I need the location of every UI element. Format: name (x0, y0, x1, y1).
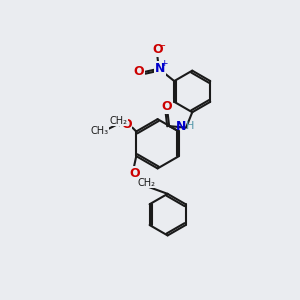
Text: H: H (186, 121, 194, 131)
Text: +: + (160, 59, 168, 68)
Text: O: O (152, 43, 163, 56)
Text: CH₂: CH₂ (110, 116, 128, 126)
Text: O: O (161, 100, 172, 113)
Text: N: N (176, 120, 186, 133)
Text: O: O (121, 118, 132, 131)
Text: CH₃: CH₃ (90, 127, 108, 136)
Text: O: O (134, 65, 144, 78)
Text: N: N (154, 62, 165, 75)
Text: CH₂: CH₂ (137, 178, 155, 188)
Text: −: − (158, 40, 166, 51)
Text: O: O (129, 167, 140, 180)
